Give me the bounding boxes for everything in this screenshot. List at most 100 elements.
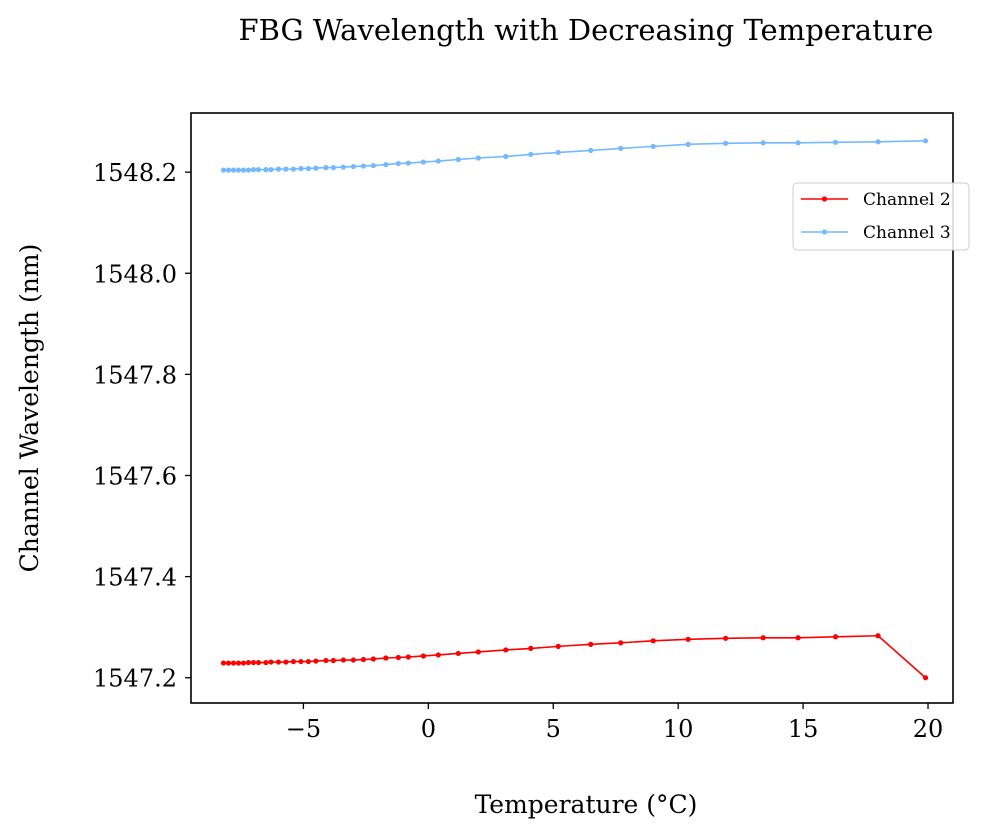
data-point-channel-2 (455, 650, 461, 657)
y-tick-label: 1547.6 (93, 462, 177, 490)
data-point-channel-3 (395, 160, 401, 167)
data-point-channel-3 (685, 141, 691, 147)
data-point-channel-2 (220, 660, 227, 666)
data-point-channel-2 (245, 659, 252, 666)
x-tick-label: 5 (546, 715, 561, 743)
data-point-channel-2 (290, 658, 297, 665)
data-point-channel-3 (618, 145, 624, 151)
data-point-channel-2 (475, 649, 481, 655)
y-axis-label: Channel Wavelength (nm) (15, 244, 44, 573)
data-point-channel-3 (475, 155, 481, 161)
data-point-channel-3 (922, 138, 929, 144)
x-tick-label: 15 (788, 715, 819, 743)
data-point-channel-2 (240, 660, 247, 666)
data-point-channel-3 (268, 167, 274, 173)
y-tick-label: 1547.4 (93, 564, 177, 592)
data-point-channel-3 (263, 167, 269, 173)
data-point-channel-2 (268, 659, 274, 665)
data-point-channel-2 (298, 658, 304, 665)
data-point-channel-3 (323, 165, 329, 171)
legend-label-channel-2: Channel 2 (863, 190, 951, 210)
y-axis: 1547.2 1547.4 1547.6 1547.8 1548.0 1548.2 (93, 159, 191, 693)
data-point-channel-2 (795, 635, 801, 641)
data-point-channel-3 (275, 166, 282, 172)
x-tick-label: 10 (663, 715, 694, 743)
legend-marker-channel-2 (821, 196, 828, 202)
data-point-channel-2 (555, 643, 561, 649)
x-axis-label: Temperature (°C) (475, 790, 698, 819)
data-point-channel-2 (330, 657, 337, 664)
legend-marker-channel-3 (821, 229, 828, 235)
data-point-channel-2 (405, 654, 411, 660)
data-point-channel-3 (405, 160, 411, 166)
data-point-channel-3 (420, 159, 426, 165)
data-point-channel-3 (723, 140, 729, 146)
data-point-channel-2 (360, 656, 366, 663)
data-point-channel-2 (685, 636, 691, 642)
data-point-channel-3 (330, 165, 337, 171)
data-point-channel-3 (230, 167, 237, 173)
data-point-channel-2 (370, 656, 376, 662)
data-point-channel-3 (313, 165, 319, 171)
data-point-channel-2 (225, 660, 232, 666)
data-point-channel-2 (263, 659, 269, 666)
data-point-channel-2 (383, 655, 389, 661)
data-point-channel-3 (283, 166, 289, 172)
data-point-channel-3 (588, 147, 594, 154)
data-point-channel-2 (420, 653, 426, 659)
data-point-channel-3 (220, 167, 227, 173)
data-point-channel-2 (650, 638, 656, 644)
y-tick-label: 1548.2 (93, 159, 177, 187)
data-point-channel-3 (235, 167, 242, 173)
data-point-channel-2 (588, 641, 594, 647)
data-point-channel-2 (323, 657, 329, 664)
y-tick-label: 1547.8 (93, 361, 177, 389)
data-point-channel-2 (435, 652, 441, 658)
data-point-channel-3 (255, 167, 262, 173)
data-point-channel-2 (350, 657, 356, 663)
y-tick-label: 1548.0 (93, 260, 177, 288)
data-point-channel-3 (455, 156, 461, 163)
data-point-channel-2 (283, 659, 289, 665)
data-point-channel-2 (230, 660, 237, 666)
data-point-channel-3 (290, 166, 297, 172)
data-point-channel-2 (395, 654, 401, 661)
data-point-channel-3 (370, 162, 376, 169)
x-tick-label: −5 (286, 715, 321, 743)
x-tick-label: 20 (913, 715, 944, 743)
data-point-channel-3 (435, 158, 441, 164)
data-point-channel-2 (250, 659, 257, 666)
data-point-channel-2 (275, 659, 282, 665)
data-point-channel-2 (760, 635, 766, 641)
data-point-channel-3 (225, 167, 232, 173)
data-point-channel-2 (618, 640, 624, 646)
data-point-channel-3 (528, 151, 534, 158)
data-point-channel-2 (340, 657, 346, 663)
y-tick-label: 1547.2 (93, 665, 177, 693)
data-point-channel-3 (340, 164, 346, 170)
data-point-channel-3 (383, 161, 389, 168)
data-point-channel-3 (832, 139, 839, 145)
data-point-channel-3 (555, 149, 561, 156)
chart-title: FBG Wavelength with Decreasing Temperatu… (239, 13, 934, 47)
data-point-channel-2 (255, 659, 262, 666)
x-axis: −5 0 5 10 15 20 (286, 703, 944, 743)
data-point-channel-2 (723, 635, 729, 641)
data-point-channel-2 (313, 658, 319, 664)
data-point-channel-2 (875, 633, 881, 639)
data-point-channel-2 (305, 658, 312, 665)
data-point-channel-3 (350, 163, 356, 170)
data-point-channel-2 (832, 634, 839, 640)
data-point-channel-3 (250, 167, 257, 173)
legend-label-channel-3: Channel 3 (863, 223, 951, 243)
data-point-channel-2 (503, 647, 509, 653)
data-point-channel-3 (650, 143, 656, 149)
data-point-channel-2 (528, 645, 534, 652)
x-tick-label: 0 (421, 715, 436, 743)
data-point-channel-3 (795, 140, 801, 146)
data-point-channel-3 (240, 167, 247, 173)
data-point-channel-2 (922, 675, 929, 681)
data-point-channel-3 (760, 140, 766, 146)
data-point-channel-3 (360, 163, 366, 169)
